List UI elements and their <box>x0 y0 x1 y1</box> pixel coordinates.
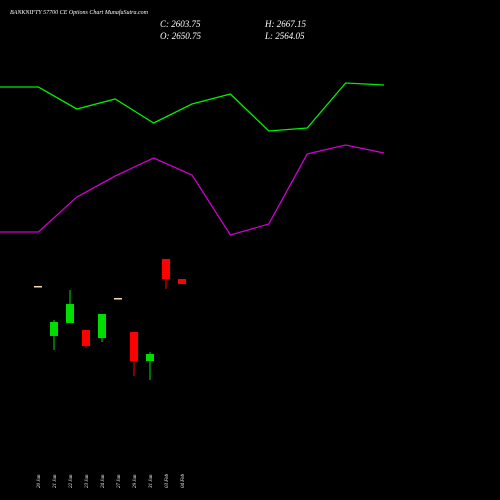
x-tick-label: 29 Jan <box>133 474 138 488</box>
candle-body <box>162 258 170 279</box>
x-tick-label: 03 Feb <box>165 473 170 488</box>
ohlc-open: O: 2650.75 <box>160 31 201 41</box>
x-tick-label: 23 Jan <box>85 474 90 488</box>
indicator-line <box>0 82 385 132</box>
candle-body <box>82 329 90 347</box>
x-tick-label: 21 Jan <box>53 474 58 488</box>
x-tick-label: 04 Feb <box>181 473 186 488</box>
candle-body <box>130 332 138 362</box>
indicator-line <box>0 144 385 236</box>
candle-body <box>50 321 58 336</box>
candle-body <box>98 313 106 339</box>
x-tick-label: 27 Jan <box>117 474 122 488</box>
ohlc-close: C: 2603.75 <box>160 19 201 29</box>
x-tick-label: 24 Jan <box>101 474 106 488</box>
candle-body <box>66 304 74 323</box>
x-tick-label: 22 Jan <box>69 474 74 488</box>
ohlc-high: H: 2667.15 <box>264 19 306 29</box>
x-tick-label: 31 Jan <box>149 474 154 488</box>
candle-body <box>34 285 42 288</box>
candle-body <box>178 278 186 285</box>
candle-body <box>146 354 154 362</box>
chart-title: BANKNIFTY 57700 CE Options Chart MunafaS… <box>10 9 149 16</box>
x-tick-label: 20 Jan <box>37 474 42 488</box>
candle-body <box>114 298 122 300</box>
ohlc-low: L: 2564.05 <box>264 31 305 41</box>
